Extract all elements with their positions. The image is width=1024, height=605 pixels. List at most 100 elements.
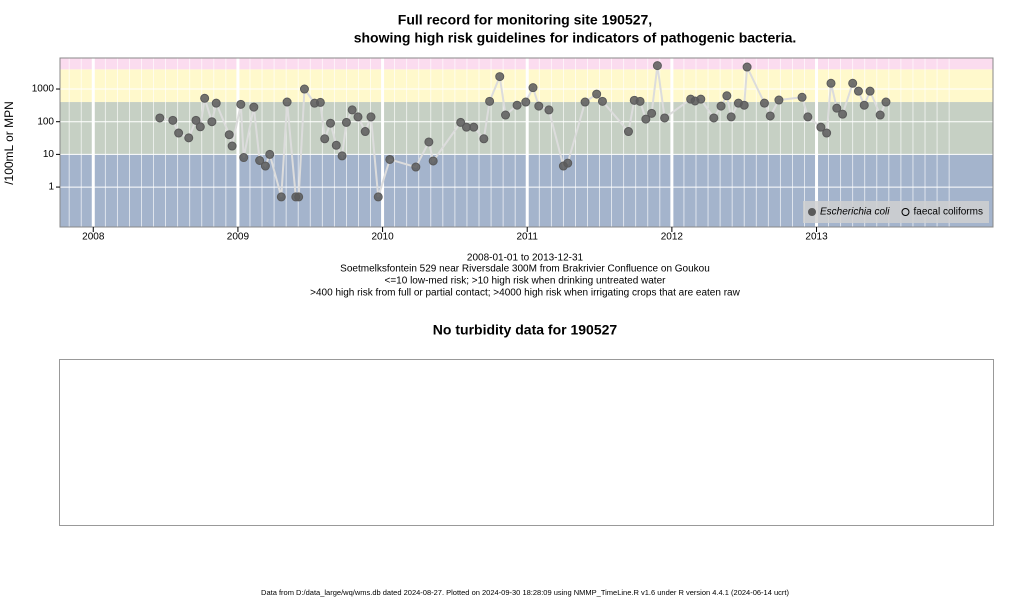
- data-point: [816, 122, 826, 132]
- data-point: [803, 112, 813, 122]
- data-point: [774, 95, 784, 105]
- chart-title: Full record for monitoring site 190527,: [398, 12, 652, 28]
- data-point: [797, 92, 807, 102]
- data-point: [479, 134, 489, 144]
- data-point: [822, 128, 832, 138]
- data-point: [563, 158, 573, 168]
- data-point: [366, 112, 376, 122]
- note: Soetmelksfontein 529 near Riversdale 300…: [340, 264, 710, 275]
- data-point: [528, 83, 538, 93]
- data-point: [373, 192, 383, 202]
- data-point: [184, 133, 194, 143]
- data-point: [716, 101, 726, 111]
- data-point: [249, 102, 259, 112]
- chart-title: showing high risk guidelines for indicat…: [354, 30, 797, 46]
- data-point: [255, 156, 265, 166]
- data-point: [635, 96, 645, 106]
- data-point: [207, 117, 217, 127]
- data-point: [360, 127, 370, 137]
- data-point: [859, 100, 869, 110]
- x-tick-label: 2009: [227, 232, 250, 243]
- data-point: [485, 96, 495, 106]
- data-point: [227, 141, 237, 151]
- data-point: [592, 89, 602, 99]
- data-point: [315, 97, 325, 107]
- data-point: [739, 100, 749, 110]
- data-point: [722, 91, 732, 101]
- data-point: [224, 130, 234, 140]
- footer: Data from D:/data_large/wq/wms.db dated …: [261, 588, 789, 597]
- data-point: [320, 134, 330, 144]
- legend-marker: [808, 208, 816, 216]
- data-point: [353, 112, 363, 122]
- panel-title: No turbidity data for 190527: [433, 322, 618, 338]
- data-point: [759, 98, 769, 108]
- data-point: [200, 93, 210, 103]
- legend-marker: [901, 208, 910, 216]
- data-point: [765, 111, 775, 121]
- data-point: [337, 151, 347, 161]
- data-point: [260, 161, 270, 171]
- data-point: [709, 113, 719, 123]
- data-point: [191, 115, 201, 125]
- data-point: [331, 140, 341, 150]
- data-point: [597, 96, 607, 106]
- data-point: [294, 192, 304, 202]
- data-point: [456, 117, 466, 127]
- x-tick-label: 2008: [82, 232, 105, 243]
- data-point: [881, 97, 891, 107]
- empty-panel: [59, 359, 994, 526]
- x-tick-label: 2011: [516, 232, 538, 243]
- data-point: [580, 97, 590, 107]
- data-point: [726, 112, 736, 122]
- note: 2008-01-01 to 2013-12-31: [467, 253, 584, 264]
- y-tick-label: 10: [43, 149, 55, 160]
- y-axis-label: /100mL or MPN: [2, 101, 16, 185]
- data-point: [341, 117, 351, 127]
- data-point: [647, 108, 657, 118]
- data-point: [696, 94, 706, 104]
- data-point: [848, 78, 858, 88]
- data-point: [239, 153, 249, 163]
- data-point: [495, 72, 505, 82]
- legend-box: [803, 201, 989, 223]
- x-tick-label: 2012: [661, 232, 684, 243]
- data-point: [544, 105, 554, 115]
- legend-label: Escherichia coli: [820, 207, 890, 218]
- data-point: [534, 101, 544, 111]
- data-point: [299, 84, 309, 94]
- data-point: [155, 113, 165, 123]
- data-point: [282, 97, 292, 107]
- data-point: [832, 103, 842, 113]
- data-point: [325, 118, 335, 128]
- plot-frame: [59, 57, 994, 228]
- data-point: [168, 115, 178, 125]
- data-point: [742, 62, 752, 72]
- data-point: [211, 98, 221, 108]
- data-point: [236, 99, 246, 109]
- data-point: [521, 97, 531, 107]
- data-point: [385, 154, 395, 164]
- note: <=10 low-med risk; >10 high risk when dr…: [385, 276, 667, 287]
- data-point: [641, 114, 651, 124]
- data-point: [838, 109, 848, 119]
- data-point: [469, 122, 479, 132]
- data-point: [501, 110, 511, 120]
- x-tick-label: 2010: [371, 232, 394, 243]
- note: >400 high risk from full or partial cont…: [310, 288, 740, 299]
- data-point: [826, 78, 836, 88]
- data-point: [424, 137, 434, 147]
- x-tick-label: 2013: [805, 232, 828, 243]
- data-point: [347, 105, 357, 115]
- data-point: [512, 100, 522, 110]
- data-point: [853, 86, 863, 96]
- data-point: [276, 192, 286, 202]
- data-point: [865, 86, 875, 96]
- y-tick-label: 100: [37, 116, 54, 127]
- data-point: [623, 127, 633, 137]
- y-tick-label: 1000: [32, 84, 55, 95]
- data-point: [411, 162, 421, 172]
- data-point: [875, 110, 885, 120]
- data-point: [174, 128, 184, 138]
